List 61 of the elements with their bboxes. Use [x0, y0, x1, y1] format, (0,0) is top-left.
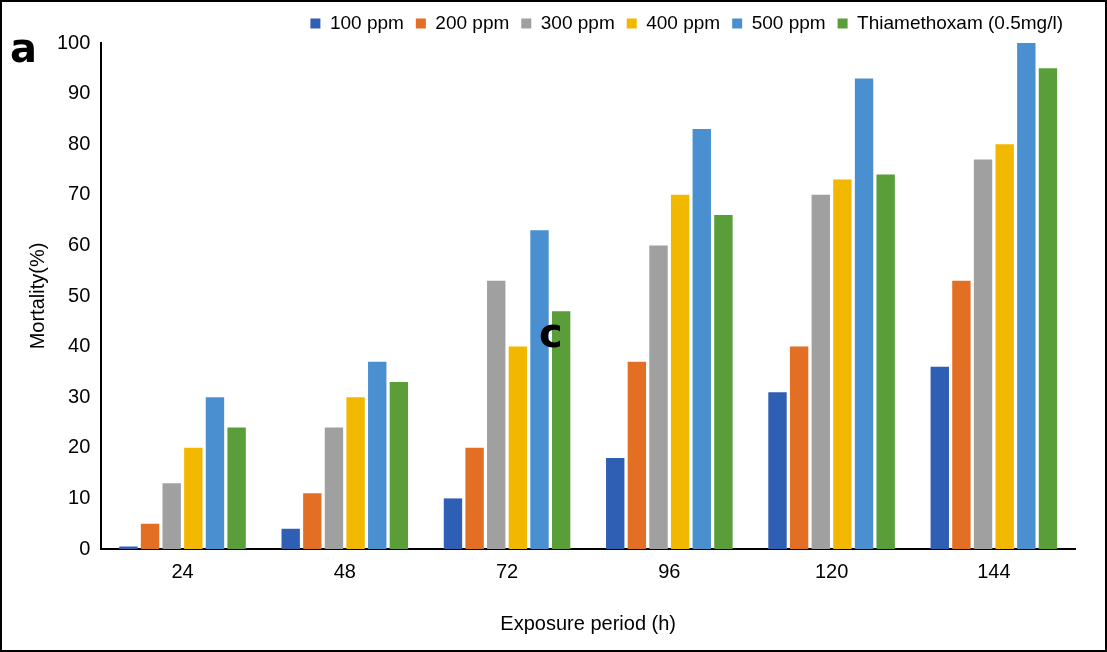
text: a — [10, 25, 37, 72]
bar — [140, 523, 160, 549]
y-tick-label: 100 — [56, 30, 91, 53]
y-axis-title: Mortality(%) — [25, 242, 48, 350]
bar — [1038, 68, 1058, 549]
bar — [854, 78, 874, 549]
bar — [789, 346, 809, 549]
bar — [184, 447, 203, 549]
bar — [389, 382, 409, 549]
bar — [1017, 43, 1036, 549]
annotation: c — [539, 309, 563, 356]
bar — [649, 245, 668, 549]
bar — [465, 447, 484, 549]
legend-label: 400 ppm — [646, 11, 721, 33]
bar — [346, 397, 365, 549]
bar — [627, 361, 647, 549]
bar — [606, 457, 625, 549]
bar — [205, 397, 225, 549]
bar — [487, 280, 506, 549]
y-tick-label: 60 — [68, 232, 91, 255]
legend-label: 200 ppm — [435, 11, 510, 33]
y-tick-label: 80 — [68, 131, 91, 154]
y-tick-label: 50 — [68, 283, 91, 306]
bar — [995, 144, 1014, 549]
y-tick-label: 90 — [68, 81, 91, 104]
legend-label: 100 ppm — [329, 11, 404, 33]
y-tick-label: 30 — [68, 384, 91, 407]
x-tick-label: 144 — [977, 559, 1011, 582]
bar — [443, 498, 463, 549]
bar — [833, 179, 852, 549]
bar — [324, 427, 344, 549]
bar — [952, 280, 971, 549]
bar — [368, 361, 387, 549]
x-axis-title: Exposure period (h) — [500, 611, 677, 634]
bar — [930, 366, 949, 549]
bar — [508, 346, 528, 549]
x-tick-label: 96 — [658, 559, 681, 582]
y-tick-label: 0 — [79, 536, 91, 559]
legend-label: Thiamethoxam (0.5mg/l) — [857, 11, 1063, 33]
x-tick-label: 72 — [495, 559, 519, 582]
bar — [281, 528, 300, 549]
y-tick-label: 10 — [68, 485, 91, 508]
y-tick-label: 20 — [68, 435, 91, 458]
bar — [670, 194, 690, 549]
bar — [768, 392, 787, 549]
x-tick-label: 48 — [333, 559, 356, 582]
x-tick-label: 24 — [171, 559, 194, 582]
legend-label: 500 ppm — [751, 11, 826, 33]
bar — [876, 174, 895, 549]
y-tick-label: 70 — [68, 182, 91, 205]
x-tick-label: 120 — [814, 559, 849, 582]
bar — [119, 546, 138, 549]
bar — [973, 159, 993, 549]
y-tick-label: 40 — [68, 334, 91, 357]
bar — [714, 215, 733, 549]
bar — [227, 427, 246, 549]
bar — [303, 493, 322, 549]
bar — [692, 129, 711, 549]
legend-label: 300 ppm — [540, 11, 615, 33]
bar — [162, 483, 181, 549]
bar — [811, 194, 830, 549]
